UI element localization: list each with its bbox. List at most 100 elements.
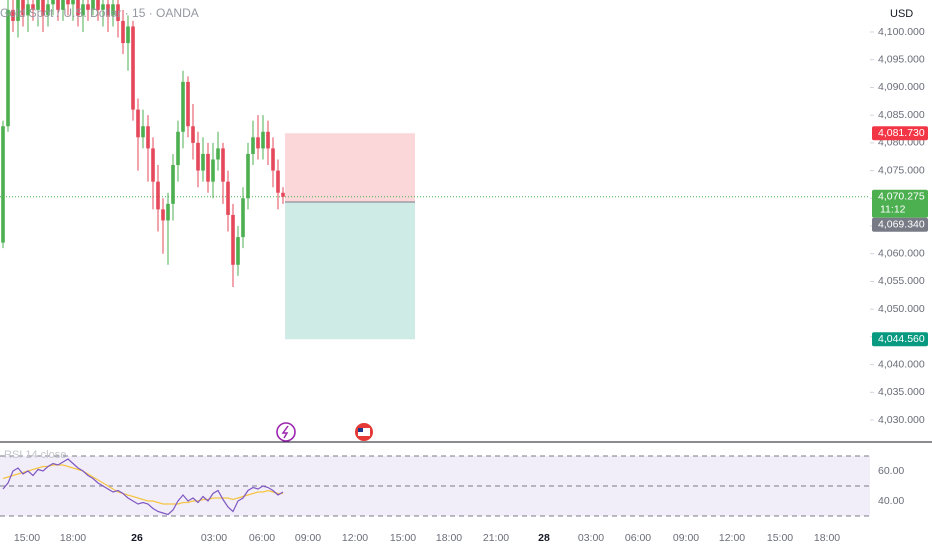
chart-title: Gold Spot / U.S. Dollar · 15 · OANDA	[0, 6, 199, 20]
rsi-line	[2, 458, 284, 516]
candle-body	[56, 0, 60, 10]
candle-body	[216, 148, 220, 160]
candle-body	[121, 20, 125, 44]
candle-body	[31, 4, 35, 10]
candle-body	[181, 81, 185, 132]
currency-label[interactable]: USD	[890, 8, 913, 20]
x-tick-label: 18:00	[436, 532, 462, 544]
candle-body	[11, 9, 15, 21]
x-tick-label: 15:00	[390, 532, 416, 544]
x-tick-label: 03:00	[201, 532, 227, 544]
y-tick-label: 4,075.000	[878, 164, 925, 176]
stop-zone	[285, 133, 415, 202]
candle-body	[146, 126, 150, 149]
candle-body	[191, 126, 195, 143]
candle-body	[151, 148, 155, 182]
candle-body	[61, 0, 65, 10]
target-tag-label: 4,044.560	[878, 333, 925, 345]
candle-body	[96, 0, 100, 10]
axes: 4,030.0004,035.0004,040.0004,045.0004,05…	[14, 26, 928, 544]
price-pane	[0, 0, 870, 340]
candle-body	[201, 153, 205, 171]
candle-body	[156, 181, 160, 210]
candle-body	[196, 142, 200, 171]
y-tick-label: 4,040.000	[878, 358, 925, 370]
candle-body	[141, 126, 145, 138]
candle-body	[36, 0, 40, 10]
y-tick-label: 4,055.000	[878, 275, 925, 287]
target-zone	[285, 201, 415, 340]
y-tick-label: 4,100.000	[878, 26, 925, 38]
candle-body	[246, 153, 250, 199]
entry-tag-label: 4,069.340	[878, 219, 925, 231]
candle-body	[41, 0, 45, 16]
x-tick-label: 06:00	[249, 532, 275, 544]
candle-body	[231, 214, 235, 265]
y-tick-label: 4,030.000	[878, 414, 925, 426]
candle-body	[21, 0, 25, 16]
stop-tag	[872, 126, 928, 141]
entry-tag	[872, 217, 928, 232]
candle-body	[171, 165, 175, 204]
candle-body	[281, 192, 285, 197]
x-tick-label: 06:00	[625, 532, 651, 544]
candle-body	[261, 131, 265, 149]
candle-body	[131, 26, 135, 110]
candle-body	[166, 203, 170, 221]
candle-body	[176, 131, 180, 166]
x-tick-label: 18:00	[60, 532, 86, 544]
event-flag-icon[interactable]	[355, 423, 373, 441]
candle-body	[1, 126, 5, 243]
target-tag	[872, 332, 928, 347]
candle-body	[46, 4, 50, 16]
candle-body	[71, 0, 75, 5]
x-tick-label: 09:00	[673, 532, 699, 544]
candle-body	[186, 81, 190, 127]
candle-body	[116, 4, 120, 21]
stop-tag-label: 4,081.730	[878, 127, 925, 139]
countdown: 11:12	[880, 204, 906, 216]
candle-body	[251, 137, 255, 154]
candle-body	[266, 131, 270, 149]
rsi-label: RSI 14 close	[4, 449, 66, 461]
candle-body	[16, 0, 20, 21]
y-tick-label: 4,035.000	[878, 386, 925, 398]
x-tick-label: 12:00	[342, 532, 368, 544]
candle-body	[81, 4, 85, 16]
x-tick-label: 28	[538, 532, 550, 544]
last-price-tag	[872, 189, 928, 218]
x-tick-label: 09:00	[295, 532, 321, 544]
candle-body	[111, 4, 115, 16]
candle-body	[161, 209, 165, 221]
candle-body	[256, 137, 260, 149]
y-tick-label: 4,085.000	[878, 109, 925, 121]
event-icon[interactable]	[276, 422, 296, 442]
y-tick-label: 4,060.000	[878, 247, 925, 259]
candle-body	[211, 159, 215, 182]
candle-body	[91, 0, 95, 10]
candle-body	[276, 170, 280, 193]
candle-body	[106, 4, 110, 16]
x-tick-label: 18:00	[814, 532, 840, 544]
candle-body	[206, 153, 210, 182]
x-tick-label: 12:00	[719, 532, 745, 544]
y-tick-label: 4,050.000	[878, 303, 925, 315]
x-tick-label: 15:00	[767, 532, 793, 544]
candle-body	[51, 0, 55, 5]
x-tick-label: 26	[131, 532, 143, 544]
candle-body	[101, 4, 105, 10]
candle-body	[226, 181, 230, 215]
candle-body	[236, 237, 240, 265]
candle-body	[241, 198, 245, 238]
candle-body	[86, 4, 90, 10]
x-tick-label: 03:00	[578, 532, 604, 544]
candle-body	[126, 26, 130, 44]
candle-body	[271, 148, 275, 171]
candle-body	[26, 4, 30, 16]
y-tick-label: 4,090.000	[878, 81, 925, 93]
last-price-tag-label: 4,070.275	[878, 191, 925, 203]
candle-body	[221, 148, 225, 182]
x-tick-label: 21:00	[483, 532, 509, 544]
candle-body	[66, 0, 70, 5]
